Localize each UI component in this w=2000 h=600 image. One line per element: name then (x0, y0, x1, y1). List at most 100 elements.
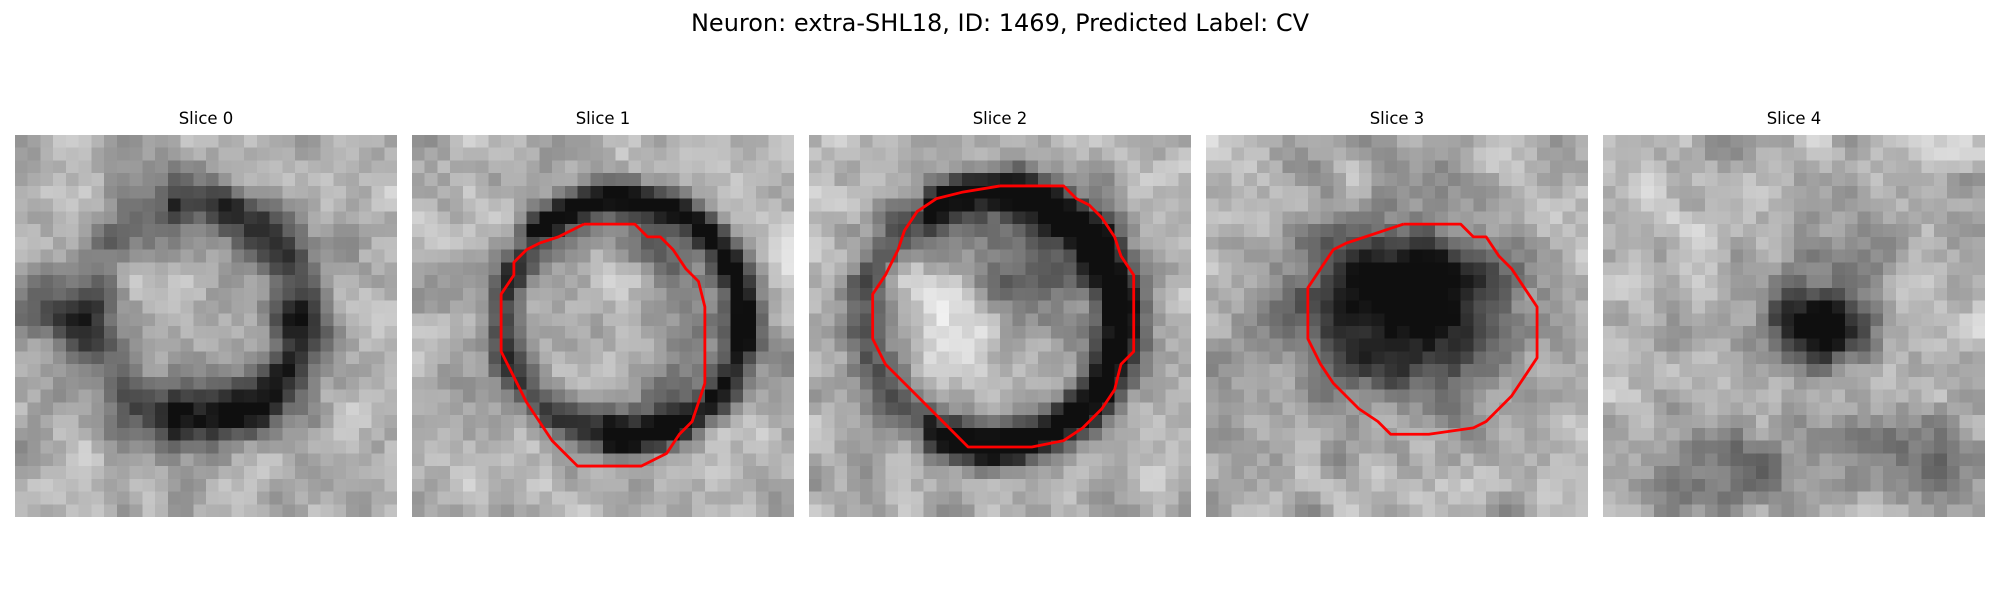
pixel (1705, 275, 1718, 288)
pixel (1832, 479, 1845, 492)
pixel (514, 173, 527, 186)
pixel (488, 186, 501, 199)
pixel (1679, 199, 1692, 212)
pixel (539, 173, 552, 186)
pixel (142, 351, 155, 364)
pixel (769, 402, 782, 415)
pixel (1641, 479, 1654, 492)
pixel (885, 351, 898, 364)
pixel (1858, 199, 1871, 212)
pixel (308, 402, 321, 415)
pixel (346, 492, 359, 505)
pixel (1909, 390, 1922, 403)
pixel (437, 313, 450, 326)
pixel (692, 135, 705, 148)
pixel (1718, 466, 1731, 479)
pixel (1730, 301, 1743, 314)
pixel (1512, 466, 1525, 479)
pixel (1524, 453, 1537, 466)
pixel (860, 441, 873, 454)
pixel (1730, 148, 1743, 161)
pixel (257, 186, 270, 199)
pixel (450, 148, 463, 161)
pixel (1909, 237, 1922, 250)
pixel (667, 313, 680, 326)
pixel (104, 250, 117, 263)
pixel (1064, 326, 1077, 339)
pixel (1076, 148, 1089, 161)
pixel (1628, 415, 1641, 428)
pixel (1603, 313, 1616, 326)
pixel (1960, 148, 1973, 161)
pixel (1115, 504, 1128, 517)
pixel (1654, 135, 1667, 148)
pixel (1756, 351, 1769, 364)
pixel (1575, 224, 1588, 237)
pixel (590, 237, 603, 250)
pixel (1832, 199, 1845, 212)
pixel (1308, 466, 1321, 479)
pixel (552, 186, 565, 199)
pixel (1461, 275, 1474, 288)
pixel (1679, 301, 1692, 314)
pixel (463, 262, 476, 275)
pixel (1730, 441, 1743, 454)
pixel (1654, 453, 1667, 466)
pixel (1972, 173, 1985, 186)
pixel (244, 301, 257, 314)
pixel (476, 466, 489, 479)
pixel (231, 301, 244, 314)
pixel (1127, 224, 1140, 237)
pixel (1679, 428, 1692, 441)
pixel (463, 301, 476, 314)
pixel (206, 326, 219, 339)
pixel (168, 479, 181, 492)
pixel (578, 377, 591, 390)
pixel (1422, 313, 1435, 326)
pixel (79, 135, 92, 148)
pixel (1166, 415, 1179, 428)
pixel (539, 160, 552, 173)
pixel (501, 492, 514, 505)
pixel (1308, 415, 1321, 428)
pixel (1153, 237, 1166, 250)
pixel (1333, 364, 1346, 377)
pixel (705, 453, 718, 466)
pixel (1166, 199, 1179, 212)
pixel (860, 364, 873, 377)
pixel (501, 441, 514, 454)
pixel (1333, 135, 1346, 148)
pixel (346, 301, 359, 314)
pixel (1947, 351, 1960, 364)
pixel (1257, 479, 1270, 492)
pixel (117, 415, 130, 428)
pixel (1384, 262, 1397, 275)
pixel (873, 479, 886, 492)
pixel (412, 262, 425, 275)
pixel (425, 402, 438, 415)
pixel (1616, 428, 1629, 441)
pixel (1499, 211, 1512, 224)
pixel (1219, 415, 1232, 428)
pixel (359, 211, 372, 224)
pixel (117, 453, 130, 466)
pixel (1654, 224, 1667, 237)
pixel (1524, 415, 1537, 428)
pixel (463, 313, 476, 326)
pixel (437, 479, 450, 492)
pixel (975, 428, 988, 441)
pixel (1410, 313, 1423, 326)
pixel (321, 301, 334, 314)
pixel (1512, 250, 1525, 263)
pixel (463, 211, 476, 224)
pixel (308, 224, 321, 237)
pixel (1166, 390, 1179, 403)
pixel (1206, 262, 1219, 275)
pixel (244, 479, 257, 492)
pixel (1219, 351, 1232, 364)
pixel (1743, 492, 1756, 505)
pixel (756, 402, 769, 415)
pixel (1244, 339, 1257, 352)
pixel (1308, 237, 1321, 250)
pixel (1038, 262, 1051, 275)
